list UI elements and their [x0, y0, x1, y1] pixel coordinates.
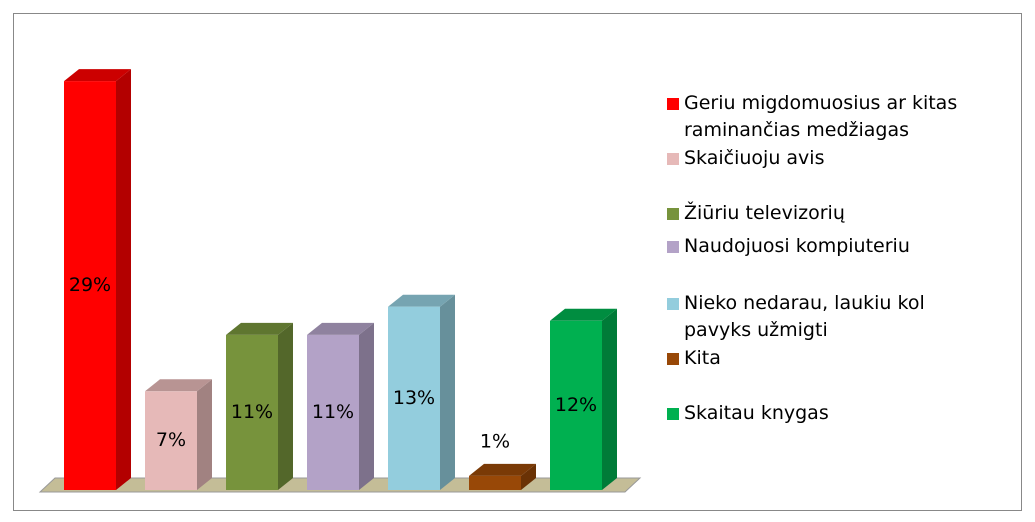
legend-entry: Naudojuosi kompiuteriu: [667, 233, 997, 260]
legend-label: Kita: [684, 347, 721, 369]
legend-label: Geriu migdomuosius ar kitas raminančias …: [684, 92, 958, 141]
bar: [226, 334, 278, 490]
bar-side: [278, 322, 293, 490]
bar-top: [469, 463, 536, 476]
legend-entry: Skaitau knygas: [667, 400, 997, 427]
legend-swatch: [667, 408, 679, 420]
data-label: 29%: [69, 274, 111, 296]
legend-label: Skaitau knygas: [684, 402, 829, 424]
data-label: 13%: [393, 387, 435, 409]
legend-swatch: [667, 353, 679, 365]
data-label: 7%: [156, 429, 186, 451]
data-label: 11%: [312, 401, 354, 423]
data-label: 12%: [555, 394, 597, 416]
bar: [469, 475, 521, 490]
legend-entry: Žiūriu televizorių: [667, 200, 997, 227]
legend-swatch: [667, 298, 679, 310]
bar-top: [145, 379, 212, 392]
bar-top: [550, 308, 617, 321]
legend-label: Žiūriu televizorių: [684, 202, 845, 224]
bar: [388, 306, 440, 490]
bar-side: [359, 322, 374, 490]
legend-label: Naudojuosi kompiuteriu: [684, 235, 910, 257]
data-label: 1%: [480, 430, 510, 452]
bar-top: [226, 322, 293, 335]
legend-swatch: [667, 98, 679, 110]
legend-entry: Kita: [667, 345, 997, 372]
bar-top: [388, 294, 455, 307]
bar: [550, 320, 602, 490]
legend-entry: Geriu migdomuosius ar kitas raminančias …: [667, 90, 997, 144]
bar-side: [116, 69, 131, 490]
bar-side: [197, 379, 212, 490]
legend-entry: Skaičiuoju avis: [667, 145, 997, 172]
bar-top: [307, 322, 374, 335]
bar: [145, 391, 197, 490]
bar-side: [602, 308, 617, 490]
legend-swatch: [667, 241, 679, 253]
legend-swatch: [667, 208, 679, 220]
data-label: 11%: [231, 401, 273, 423]
legend-swatch: [667, 153, 679, 165]
bar-top: [64, 69, 131, 82]
bar-side: [440, 294, 455, 490]
legend-label: Skaičiuoju avis: [684, 147, 825, 169]
bar: [64, 81, 116, 490]
legend-label: Nieko nedarau, laukiu kol pavyks užmigti: [684, 292, 925, 341]
bar-side: [521, 463, 536, 490]
bar: [307, 334, 359, 490]
legend-entry: Nieko nedarau, laukiu kol pavyks užmigti: [667, 290, 997, 344]
